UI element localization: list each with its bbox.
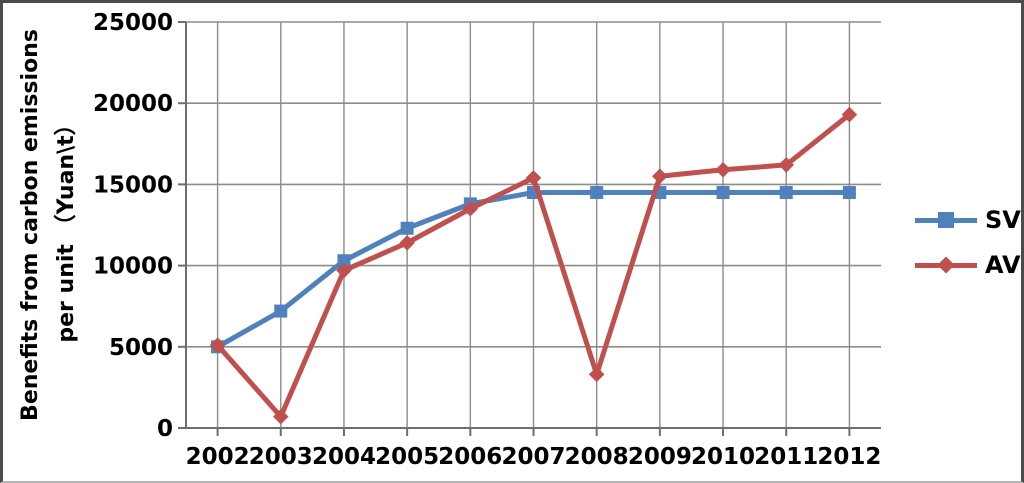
legend-line-sample [915, 212, 977, 228]
marker-diamond-av [778, 157, 795, 173]
x-tick-label: 2002 [186, 444, 250, 470]
legend-item-sv: SV [915, 206, 1021, 234]
y-tick-label: 0 [157, 416, 173, 442]
x-tick-label: 2008 [565, 444, 629, 470]
marker-diamond-av [525, 170, 542, 186]
marker-square-sv [716, 186, 730, 200]
marker-diamond-av [588, 366, 605, 383]
y-tick-label: 10000 [93, 254, 173, 280]
x-tick-label: 2012 [817, 444, 881, 470]
marker-square-sv [274, 304, 288, 318]
legend-label-sv: SV [985, 206, 1021, 234]
x-tick-label: 2005 [375, 444, 439, 470]
y-tick-label: 20000 [93, 91, 173, 117]
x-tick-label: 2009 [628, 444, 692, 470]
marker-square-sv [337, 254, 351, 268]
legend: SV AV [915, 189, 1021, 296]
marker-diamond-av [652, 168, 668, 185]
marker-square-sv [590, 186, 604, 200]
x-tick-label: 2006 [438, 444, 502, 470]
y-tick-label: 25000 [93, 10, 173, 36]
legend-label-av: AV [985, 251, 1021, 279]
marker-square-sv [842, 186, 856, 200]
x-tick-label: 2004 [312, 444, 376, 470]
marker-square-sv [400, 221, 414, 235]
legend-diamond-icon [937, 256, 955, 274]
x-tick-label: 2010 [691, 444, 755, 470]
y-tick-label: 15000 [93, 172, 173, 198]
x-tick-label: 2003 [249, 444, 313, 470]
marker-diamond-av [209, 337, 226, 353]
x-tick-label: 2007 [501, 444, 565, 470]
legend-square-icon [938, 212, 954, 228]
marker-square-sv [779, 186, 793, 200]
legend-item-av: AV [915, 251, 1021, 279]
y-tick-label: 5000 [109, 335, 173, 361]
marker-diamond-av [462, 200, 479, 217]
legend-line-sample [915, 256, 977, 274]
marker-diamond-av [399, 235, 415, 251]
marker-diamond-av [715, 162, 731, 178]
x-tick-label: 2011 [754, 444, 818, 470]
